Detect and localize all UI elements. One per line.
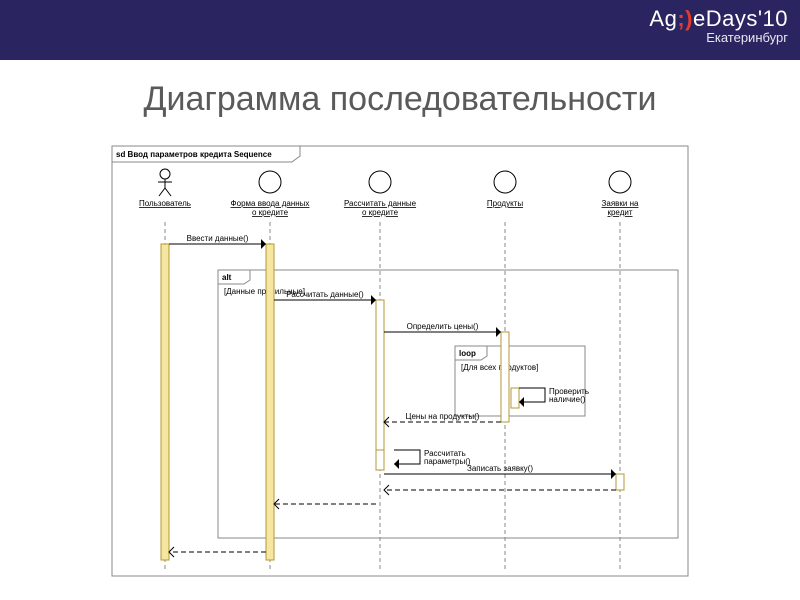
- logo: Ag;)eDays'10 Екатеринбург: [649, 6, 788, 45]
- svg-text:Определить цены(): Определить цены(): [407, 322, 479, 331]
- logo-subtitle: Екатеринбург: [649, 30, 788, 45]
- slide-title: Диаграмма последовательности: [0, 60, 800, 131]
- svg-text:Продукты: Продукты: [487, 199, 523, 208]
- svg-text:alt: alt: [222, 273, 232, 282]
- svg-text:Пользователь: Пользователь: [139, 199, 191, 208]
- svg-text:Заявки на: Заявки на: [602, 199, 639, 208]
- svg-text:Рассчитать данные(): Рассчитать данные(): [286, 290, 364, 299]
- svg-text:[Для всех продуктов]: [Для всех продуктов]: [461, 363, 538, 372]
- logo-prefix: Ag: [649, 6, 677, 31]
- svg-text:Форма ввода данных: Форма ввода данных: [231, 199, 310, 208]
- svg-text:Рассчитать данные: Рассчитать данные: [344, 199, 417, 208]
- svg-text:Ввести данные(): Ввести данные(): [187, 234, 249, 243]
- logo-suffix: eDays'10: [693, 6, 788, 31]
- svg-text:loop: loop: [459, 349, 476, 358]
- svg-text:о кредите: о кредите: [362, 208, 399, 217]
- svg-text:Цены на продукты(): Цены на продукты(): [406, 412, 480, 421]
- sequence-diagram: sd Ввод параметров кредита Sequence Польз…: [110, 144, 690, 584]
- slide-content: Диаграмма последовательности sd Ввод пар…: [0, 60, 800, 600]
- logo-main: Ag;)eDays'10: [649, 6, 788, 32]
- logo-red: ;): [677, 6, 693, 31]
- svg-text:наличие(): наличие(): [549, 395, 586, 404]
- svg-text:кредит: кредит: [607, 208, 632, 217]
- svg-text:о кредите: о кредите: [252, 208, 289, 217]
- svg-text:параметры(): параметры(): [424, 457, 471, 466]
- svg-text:Записать заявку(): Записать заявку(): [467, 464, 533, 473]
- diagram-svg: sd Ввод параметров кредита Sequence Польз…: [110, 144, 690, 584]
- slide-header: Ag;)eDays'10 Екатеринбург: [0, 0, 800, 60]
- svg-text:sd Ввод параметров кредита Seq: sd Ввод параметров кредита Sequence: [116, 150, 272, 159]
